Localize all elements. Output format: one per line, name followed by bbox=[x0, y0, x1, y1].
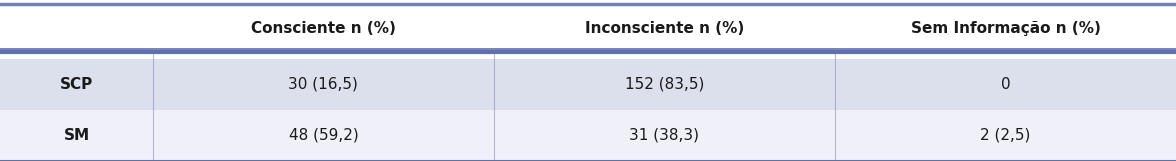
Text: 48 (59,2): 48 (59,2) bbox=[288, 128, 359, 143]
Bar bbox=[0, 4, 1176, 52]
Text: SCP: SCP bbox=[60, 77, 93, 92]
Bar bbox=[0, 110, 1176, 161]
Text: 152 (83,5): 152 (83,5) bbox=[624, 77, 704, 92]
Text: Sem Informação n (%): Sem Informação n (%) bbox=[910, 21, 1101, 36]
Text: 31 (38,3): 31 (38,3) bbox=[629, 128, 700, 143]
Text: Inconsciente n (%): Inconsciente n (%) bbox=[584, 21, 744, 36]
Bar bbox=[0, 59, 1176, 110]
Text: Consciente n (%): Consciente n (%) bbox=[250, 21, 396, 36]
Text: 2 (2,5): 2 (2,5) bbox=[981, 128, 1030, 143]
Text: 30 (16,5): 30 (16,5) bbox=[288, 77, 359, 92]
Text: SM: SM bbox=[64, 128, 89, 143]
Text: 0: 0 bbox=[1001, 77, 1010, 92]
